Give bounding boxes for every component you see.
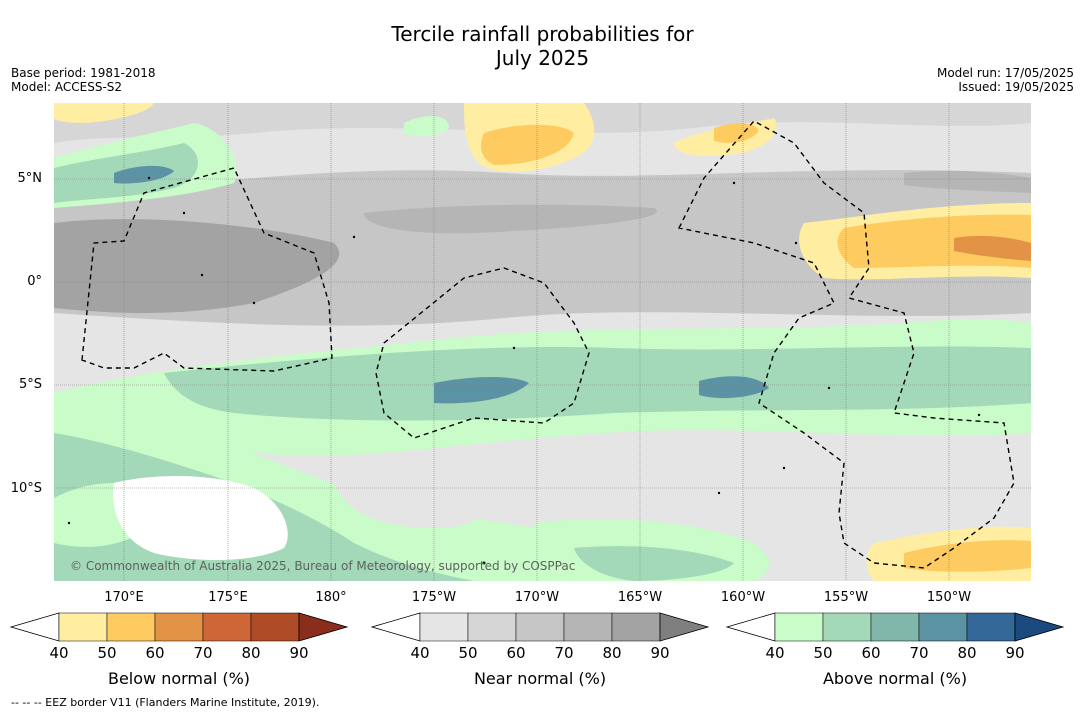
colorbar-0-segment-1 (106, 612, 156, 642)
eez-footnote: -- -- -- EEZ border V11 (Flanders Marine… (11, 696, 320, 709)
colorbar-0-segment-3 (202, 612, 252, 642)
colorbar-1-segment-4 (611, 612, 661, 642)
colorbar-1-tick-5: 90 (650, 644, 670, 662)
lat-label-10s: 10°S (10, 481, 42, 496)
lon-label-150w: 150°W (926, 590, 972, 605)
colorbar-2-tick-0: 40 (765, 644, 785, 662)
lon-label-165w: 165°W (617, 590, 663, 605)
model-run: Model run: 17/05/2025 (936, 66, 1074, 80)
colorbar-0-tick-1: 50 (97, 644, 117, 662)
colorbar-0-tick-4: 80 (241, 644, 261, 662)
colorbar-1-tick-3: 70 (554, 644, 574, 662)
near-normal-band-50 (54, 170, 1031, 326)
lon-label-170w: 170°W (514, 590, 560, 605)
colorbar-0-low-extend (9, 612, 60, 642)
colorbar-0-high-extend (298, 612, 349, 642)
colorbar-2-tick-1: 50 (813, 644, 833, 662)
colorbar-1-segment-1 (467, 612, 517, 642)
colorbar-2-segment-0 (774, 612, 824, 642)
near-normal-patch-east (904, 170, 1031, 193)
colorbar-1-tick-1: 50 (458, 644, 478, 662)
lat-label-0: 0° (27, 274, 42, 289)
colorbar-0-tick-5: 90 (289, 644, 309, 662)
below-normal-n-60 (481, 124, 574, 165)
lon-label-170e: 170°E (104, 590, 144, 605)
lon-label-155w: 155°W (823, 590, 869, 605)
base-period: Base period: 1981-2018 (11, 66, 156, 80)
colorbar-0-segment-2 (154, 612, 204, 642)
colorbar-1-high-extend (659, 612, 710, 642)
lon-label-175e: 175°E (208, 590, 248, 605)
issued-date: Issued: 19/05/2025 (958, 80, 1074, 94)
lon-label-180: 180° (315, 590, 347, 605)
colorbar-label-above: Above normal (%) (822, 669, 968, 688)
lat-label-5s: 5°S (18, 377, 42, 392)
colorbar-below-normal (9, 612, 349, 642)
above-normal-belt-50 (164, 346, 1031, 421)
map-area (54, 103, 1031, 581)
graticule (54, 103, 1031, 581)
colorbar-2-tick-5: 90 (1005, 644, 1025, 662)
colorbar-1-segment-3 (563, 612, 613, 642)
colorbar-0-segment-4 (250, 612, 300, 642)
meta-right: Model run: 17/05/2025 Issued: 19/05/2025 (937, 66, 1074, 94)
colorbar-0-tick-2: 60 (145, 644, 165, 662)
colorbar-1-tick-4: 80 (602, 644, 622, 662)
colorbar-2-segment-4 (966, 612, 1016, 642)
colorbar-1-segment-2 (515, 612, 565, 642)
colorbar-2-tick-2: 60 (861, 644, 881, 662)
colorbar-2-high-extend (1014, 612, 1065, 642)
title-line-1: Tercile rainfall probabilities for (391, 22, 694, 46)
above-normal-belt-70b (699, 376, 769, 399)
map-svg (54, 103, 1031, 581)
below-normal-se-60 (904, 540, 1031, 572)
colorbar-2-low-extend (725, 612, 776, 642)
title-line-2: July 2025 (495, 46, 590, 70)
near-normal-band-60b (364, 204, 658, 234)
colorbar-1-tick-0: 40 (410, 644, 430, 662)
colorbar-label-near: Near normal (%) (473, 669, 607, 688)
colorbar-1-low-extend (370, 612, 421, 642)
eez-borders (81, 120, 1015, 569)
above-normal-n-small (404, 116, 449, 137)
meta-left: Base period: 1981-2018 Model: ACCESS-S2 (11, 66, 156, 94)
colorbar-0-tick-3: 70 (193, 644, 213, 662)
colorbar-near-normal (370, 612, 710, 642)
above-normal-s-50 (574, 546, 734, 581)
below-normal-east-70 (954, 235, 1031, 261)
colorbar-2-segment-1 (822, 612, 872, 642)
colorbar-0-tick-0: 40 (49, 644, 69, 662)
below-normal-nw (54, 103, 154, 123)
colorbar-above-normal (725, 612, 1065, 642)
colorbar-2-segment-3 (918, 612, 968, 642)
lon-label-175w: 175°W (411, 590, 457, 605)
colorbar-label-below: Below normal (%) (107, 669, 251, 688)
copyright-notice: © Commonwealth of Australia 2025, Bureau… (70, 559, 576, 573)
colorbar-2-segment-2 (870, 612, 920, 642)
below-normal-ne-small-60 (714, 123, 759, 143)
colorbars (9, 612, 1065, 642)
colorbar-1-segment-0 (419, 612, 469, 642)
lat-label-5n: 5°N (17, 171, 43, 186)
colorbar-1-tick-2: 60 (506, 644, 526, 662)
model-name: Model: ACCESS-S2 (11, 80, 123, 94)
white-gap-sw (113, 476, 288, 560)
white-gap-s (334, 478, 482, 528)
lon-label-160w: 160°W (720, 590, 766, 605)
islands (67, 176, 981, 565)
colorbar-2-tick-4: 80 (957, 644, 977, 662)
map-title: Tercile rainfall probabilities for July … (0, 22, 1085, 70)
colorbar-0-segment-0 (58, 612, 108, 642)
above-normal-belt-70a (434, 377, 529, 404)
colorbar-2-tick-3: 70 (909, 644, 929, 662)
near-normal-band-60 (54, 219, 340, 313)
